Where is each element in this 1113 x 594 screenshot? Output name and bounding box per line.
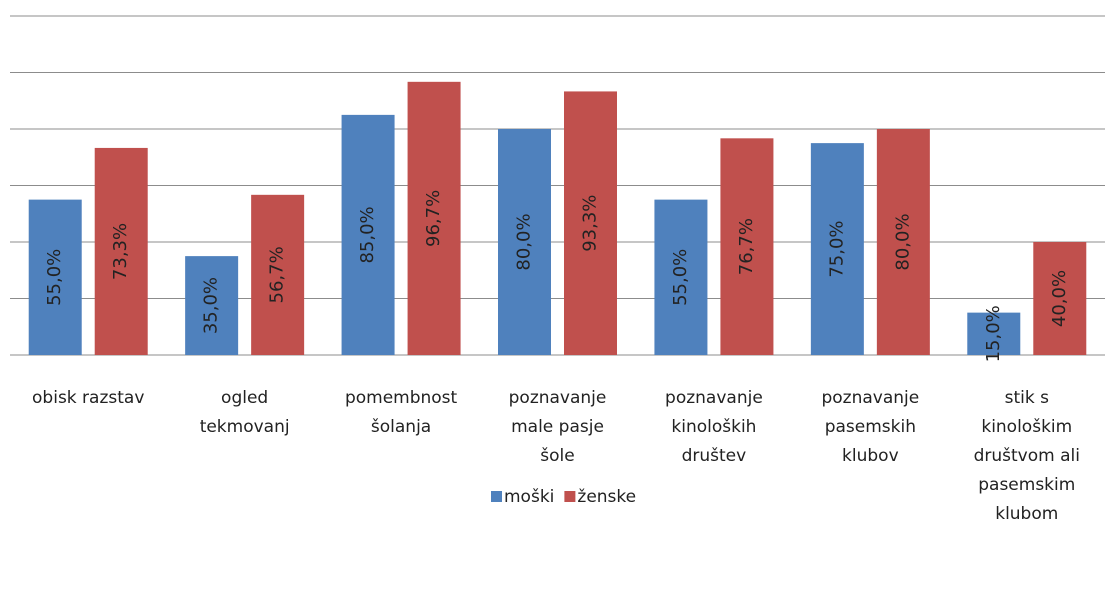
data-label: 55,0% (670, 249, 691, 306)
data-label: 96,7% (423, 190, 444, 247)
x-tick-label: ogled tekmovanj (200, 388, 290, 437)
x-tick-label: stik s kinološkim društvom ali pasemskim klu… (974, 388, 1080, 524)
bar (407, 81, 461, 355)
bar (876, 129, 930, 355)
bar (654, 199, 708, 355)
bar (94, 147, 148, 355)
x-tick-label: pomembnost šolanja (345, 388, 458, 437)
data-label: 35,0% (201, 277, 222, 334)
data-label: 40,0% (1049, 270, 1070, 327)
bar (28, 199, 82, 355)
data-label: 76,7% (736, 218, 757, 275)
data-label: 93,3% (580, 195, 601, 252)
data-label: 75,0% (826, 220, 847, 277)
data-label: 55,0% (44, 249, 65, 306)
bar (498, 129, 551, 355)
x-tick-label: obisk razstav (32, 388, 144, 408)
data-label: 15,0% (983, 305, 1004, 362)
bar (564, 91, 617, 356)
bar (967, 312, 1021, 355)
legend-label: moški (504, 487, 554, 507)
legend-swatch (564, 491, 576, 502)
data-label: 56,7% (267, 246, 288, 303)
data-label: 80,0% (892, 213, 913, 270)
bar (341, 114, 395, 355)
bar (810, 143, 864, 355)
data-label: 80,0% (514, 213, 535, 270)
legend-swatch (491, 491, 502, 502)
bar (185, 256, 239, 355)
data-label: 85,0% (357, 206, 378, 263)
bar (1033, 242, 1087, 355)
x-tick-label: poznavanje kinoloških društev (665, 388, 763, 466)
x-tick-label: poznavanje male pasje šole (509, 388, 607, 466)
bar (720, 138, 774, 355)
legend-label: ženske (577, 487, 636, 507)
x-tick-label: poznavanje pasemskih klubov (821, 388, 919, 466)
data-label: 73,3% (110, 223, 131, 280)
bar (251, 194, 305, 355)
